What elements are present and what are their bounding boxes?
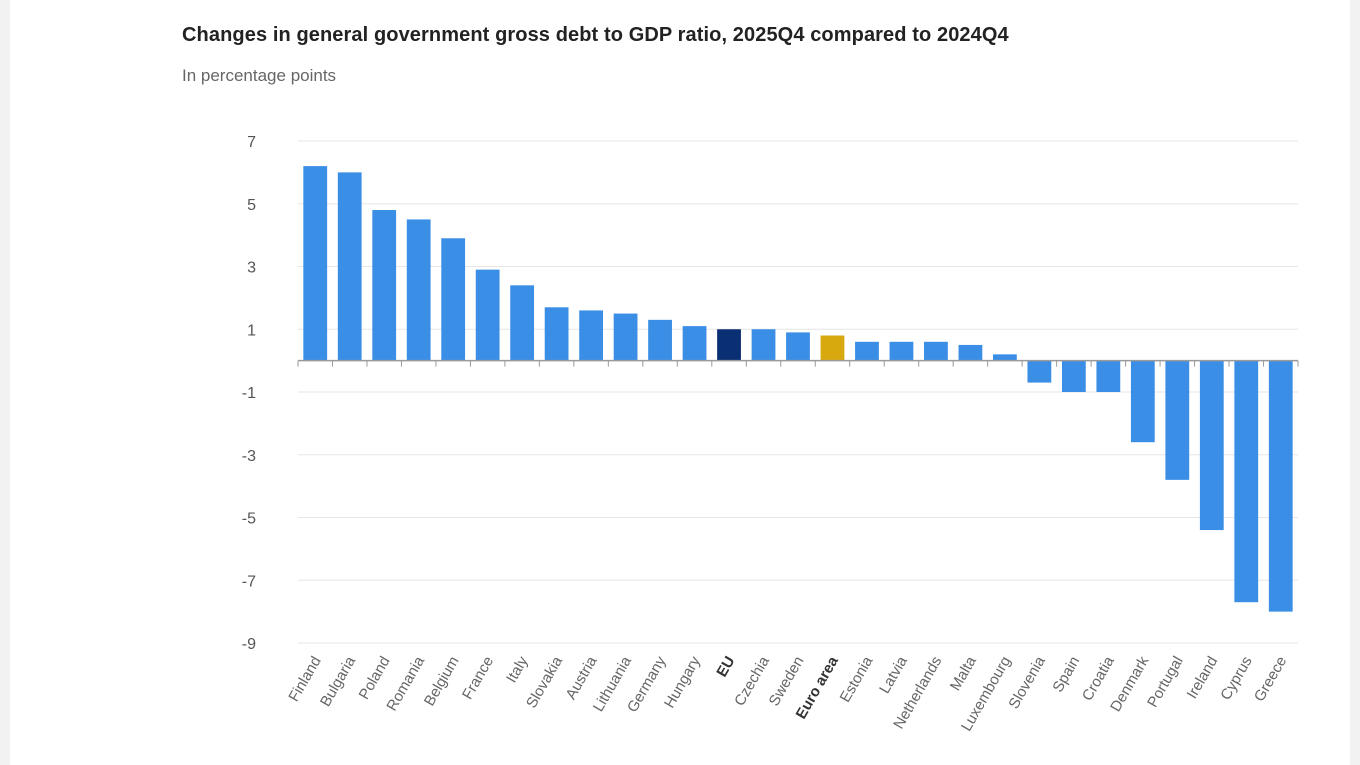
- bar-france[interactable]: [475, 269, 500, 361]
- chart-title: Changes in general government gross debt…: [182, 24, 1009, 46]
- y-tick-label: 3: [247, 260, 256, 277]
- zero-baseline: [297, 359, 1299, 367]
- y-tick-label: -3: [242, 448, 256, 465]
- bar-lithuania[interactable]: [613, 313, 638, 361]
- x-tick-label: Spain: [1049, 654, 1083, 696]
- y-tick-label: 7: [247, 134, 256, 151]
- bar-ireland[interactable]: [1199, 360, 1224, 531]
- bar-luxembourg[interactable]: [993, 354, 1017, 361]
- bar-germany[interactable]: [648, 319, 672, 361]
- x-tick-label: Latvia: [876, 653, 911, 697]
- bar-italy[interactable]: [510, 285, 535, 361]
- bar-belgium[interactable]: [441, 238, 466, 361]
- bar-netherlands[interactable]: [924, 341, 948, 361]
- chart-card: Changes in general government gross debt…: [10, 0, 1350, 765]
- bar-austria[interactable]: [579, 310, 603, 361]
- x-tick-label: Ireland: [1184, 654, 1222, 702]
- x-tick-label: Austria: [563, 653, 601, 702]
- bar-portugal[interactable]: [1165, 360, 1190, 480]
- bar-slovenia[interactable]: [1027, 360, 1052, 383]
- y-tick-label: -7: [242, 573, 256, 590]
- chart-subtitle: In percentage points: [182, 66, 337, 85]
- bar-cyprus[interactable]: [1234, 360, 1259, 603]
- bar-latvia[interactable]: [889, 341, 914, 361]
- x-axis: FinlandBulgariaPolandRomaniaBelgiumFranc…: [285, 653, 1290, 734]
- bar-euro-area[interactable]: [820, 335, 845, 361]
- bar-czechia[interactable]: [751, 329, 776, 361]
- x-tick-label: Estonia: [837, 653, 877, 705]
- x-tick-label: Poland: [356, 654, 394, 703]
- bar-romania[interactable]: [406, 219, 431, 361]
- bar-poland[interactable]: [372, 210, 397, 361]
- y-tick-label: -5: [242, 511, 256, 528]
- y-tick-label: -1: [242, 385, 256, 402]
- bar-croatia[interactable]: [1096, 360, 1121, 393]
- x-tick-label: Cyprus: [1217, 654, 1255, 704]
- bar-sweden[interactable]: [786, 332, 810, 361]
- y-axis: 7 5 3 1 -1 -3 -5 -7 -9: [242, 134, 256, 653]
- x-tick-label: Greece: [1251, 654, 1290, 705]
- bar-malta[interactable]: [958, 344, 983, 361]
- bar-slovakia[interactable]: [544, 307, 569, 361]
- x-tick-label: EU: [713, 654, 738, 681]
- bar-denmark[interactable]: [1130, 360, 1155, 443]
- bar-finland[interactable]: [303, 166, 328, 361]
- bar-estonia[interactable]: [855, 341, 879, 361]
- bars: [303, 166, 1293, 612]
- y-tick-label: 1: [247, 322, 256, 339]
- bar-eu[interactable]: [717, 329, 741, 361]
- x-tick-label: Malta: [947, 653, 980, 694]
- x-tick-label: Italy: [503, 653, 532, 686]
- bar-hungary[interactable]: [682, 326, 707, 361]
- bar-bulgaria[interactable]: [337, 172, 362, 361]
- x-tick-label: France: [459, 654, 497, 703]
- y-tick-label: 5: [247, 197, 256, 214]
- y-tick-label: -9: [242, 636, 256, 653]
- bar-greece[interactable]: [1268, 360, 1293, 612]
- bar-spain[interactable]: [1061, 360, 1086, 393]
